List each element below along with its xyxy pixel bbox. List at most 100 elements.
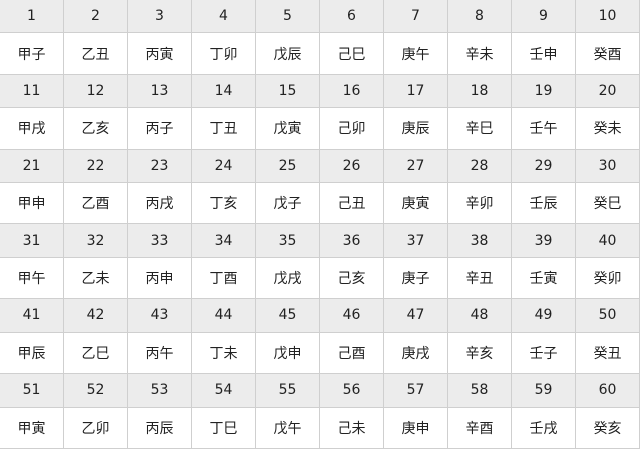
number-cell: 8: [447, 0, 512, 34]
number-cell: 49: [511, 298, 576, 333]
ganzhi-cell: 癸未: [575, 107, 640, 150]
number-cell: 60: [575, 373, 640, 408]
ganzhi-cell: 己未: [319, 406, 384, 449]
number-cell: 35: [255, 223, 320, 258]
ganzhi-cell: 己酉: [319, 331, 384, 375]
number-cell: 5: [255, 0, 320, 34]
ganzhi-cell: 庚寅: [383, 182, 448, 225]
number-cell: 54: [191, 373, 256, 408]
number-cell: 31: [0, 223, 64, 258]
name-row: 甲午 乙未 丙申 丁酉 戊戌 己亥 庚子 辛丑 壬寅 癸卯: [0, 256, 640, 300]
number-cell: 26: [319, 148, 384, 184]
ganzhi-cell: 甲寅: [0, 406, 64, 449]
ganzhi-cell: 甲戌: [0, 107, 64, 150]
number-cell: 45: [255, 298, 320, 333]
number-cell: 20: [575, 73, 640, 109]
name-row: 甲申 乙酉 丙戌 丁亥 戊子 己丑 庚寅 辛卯 壬辰 癸巳: [0, 182, 640, 225]
number-cell: 37: [383, 223, 448, 258]
number-cell: 17: [383, 73, 448, 109]
ganzhi-cell: 乙巳: [63, 331, 128, 375]
number-cell: 16: [319, 73, 384, 109]
ganzhi-cell: 戊午: [255, 406, 320, 449]
ganzhi-cell: 癸酉: [575, 32, 640, 75]
ganzhi-cell: 壬辰: [511, 182, 576, 225]
ganzhi-cell: 丙子: [127, 107, 192, 150]
number-cell: 19: [511, 73, 576, 109]
number-cell: 22: [63, 148, 128, 184]
number-cell: 1: [0, 0, 64, 34]
number-cell: 7: [383, 0, 448, 34]
ganzhi-cell: 丁未: [191, 331, 256, 375]
number-row: 41 42 43 44 45 46 47 48 49 50: [0, 298, 640, 333]
number-cell: 40: [575, 223, 640, 258]
number-cell: 51: [0, 373, 64, 408]
name-row: 甲辰 乙巳 丙午 丁未 戊申 己酉 庚戌 辛亥 壬子 癸丑: [0, 331, 640, 375]
number-cell: 52: [63, 373, 128, 408]
ganzhi-cell: 辛未: [447, 32, 512, 75]
ganzhi-cell: 辛亥: [447, 331, 512, 375]
number-cell: 50: [575, 298, 640, 333]
number-cell: 6: [319, 0, 384, 34]
name-row: 甲寅 乙卯 丙辰 丁巳 戊午 己未 庚申 辛酉 壬戌 癸亥: [0, 406, 640, 449]
number-cell: 53: [127, 373, 192, 408]
number-cell: 48: [447, 298, 512, 333]
ganzhi-cell: 丁卯: [191, 32, 256, 75]
ganzhi-cell: 壬申: [511, 32, 576, 75]
ganzhi-cell: 己卯: [319, 107, 384, 150]
number-row: 1 2 3 4 5 6 7 8 9 10: [0, 0, 640, 34]
ganzhi-cell: 庚申: [383, 406, 448, 449]
number-row: 11 12 13 14 15 16 17 18 19 20: [0, 73, 640, 109]
number-cell: 29: [511, 148, 576, 184]
ganzhi-cell: 甲申: [0, 182, 64, 225]
ganzhi-cell: 甲子: [0, 32, 64, 75]
number-cell: 41: [0, 298, 64, 333]
ganzhi-cell: 壬戌: [511, 406, 576, 449]
ganzhi-cell: 乙未: [63, 256, 128, 300]
ganzhi-cell: 己巳: [319, 32, 384, 75]
number-cell: 47: [383, 298, 448, 333]
ganzhi-cell: 癸亥: [575, 406, 640, 449]
ganzhi-cell: 丁亥: [191, 182, 256, 225]
number-cell: 28: [447, 148, 512, 184]
number-row: 31 32 33 34 35 36 37 38 39 40: [0, 223, 640, 258]
number-cell: 39: [511, 223, 576, 258]
ganzhi-cell: 辛丑: [447, 256, 512, 300]
ganzhi-cell: 庚戌: [383, 331, 448, 375]
number-cell: 56: [319, 373, 384, 408]
ganzhi-cell: 丙寅: [127, 32, 192, 75]
ganzhi-cell: 戊寅: [255, 107, 320, 150]
number-cell: 11: [0, 73, 64, 109]
ganzhi-cell: 丁巳: [191, 406, 256, 449]
name-row: 甲戌 乙亥 丙子 丁丑 戊寅 己卯 庚辰 辛巳 壬午 癸未: [0, 107, 640, 150]
ganzhi-cell: 丙戌: [127, 182, 192, 225]
ganzhi-cell: 辛酉: [447, 406, 512, 449]
ganzhi-cell: 癸巳: [575, 182, 640, 225]
ganzhi-cell: 癸丑: [575, 331, 640, 375]
ganzhi-cell: 辛卯: [447, 182, 512, 225]
number-cell: 13: [127, 73, 192, 109]
number-cell: 2: [63, 0, 128, 34]
ganzhi-cell: 壬寅: [511, 256, 576, 300]
ganzhi-cell: 戊戌: [255, 256, 320, 300]
number-cell: 4: [191, 0, 256, 34]
number-cell: 30: [575, 148, 640, 184]
number-cell: 44: [191, 298, 256, 333]
number-cell: 21: [0, 148, 64, 184]
ganzhi-cell: 乙丑: [63, 32, 128, 75]
ganzhi-cell: 戊子: [255, 182, 320, 225]
number-cell: 15: [255, 73, 320, 109]
number-row: 51 52 53 54 55 56 57 58 59 60: [0, 373, 640, 408]
ganzhi-cell: 己亥: [319, 256, 384, 300]
ganzhi-cell: 庚午: [383, 32, 448, 75]
number-cell: 27: [383, 148, 448, 184]
ganzhi-cell: 甲辰: [0, 331, 64, 375]
number-row: 21 22 23 24 25 26 27 28 29 30: [0, 148, 640, 184]
ganzhi-cell: 戊辰: [255, 32, 320, 75]
ganzhi-cell: 乙酉: [63, 182, 128, 225]
number-cell: 55: [255, 373, 320, 408]
number-cell: 18: [447, 73, 512, 109]
ganzhi-cell: 己丑: [319, 182, 384, 225]
number-cell: 24: [191, 148, 256, 184]
number-cell: 42: [63, 298, 128, 333]
